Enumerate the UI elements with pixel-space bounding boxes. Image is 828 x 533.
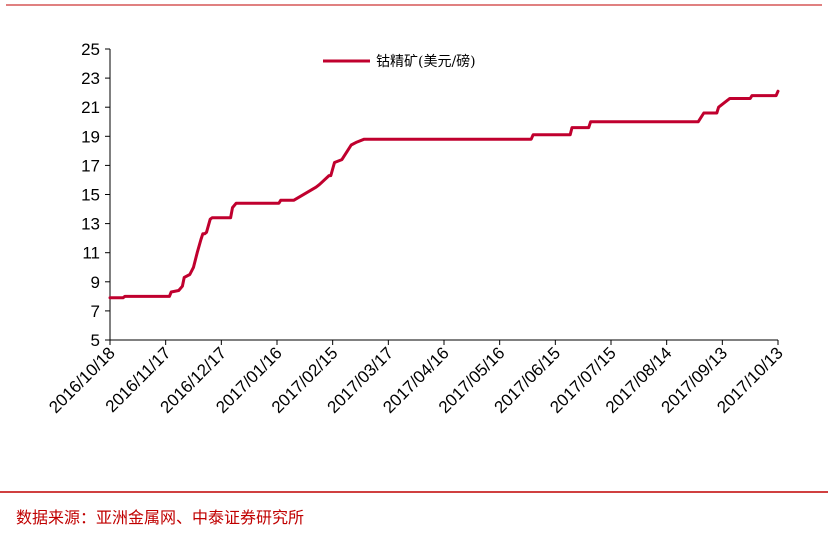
y-tick-label: 21 [81,98,100,117]
y-axis: 5 7 9 11 13 15 17 19 21 23 25 [81,40,111,350]
y-tick-label: 7 [91,302,100,321]
y-tick-label: 9 [91,273,100,292]
y-tick-label: 15 [81,186,100,205]
series-layer [108,89,780,300]
y-tick-label: 5 [91,331,100,350]
x-axis: 2016/10/182016/11/172016/12/172017/01/16… [45,339,787,417]
source-note: 数据来源：亚洲金属网、中泰证券研究所 [16,508,304,527]
y-tick-label: 19 [81,127,100,146]
y-tick-label: 17 [81,156,100,175]
y-tick-label: 23 [81,69,100,88]
y-tick-label: 25 [81,40,100,59]
series-line [108,89,780,300]
legend-label: 钴精矿(美元/磅) [376,53,476,70]
legend: 钴精矿(美元/磅) [323,53,476,70]
y-tick-label: 11 [82,244,100,263]
y-tick-label: 13 [81,215,100,234]
